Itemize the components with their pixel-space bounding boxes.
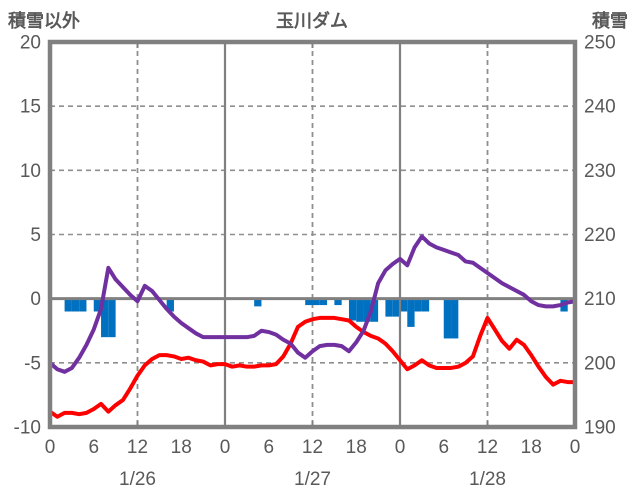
precip-bar bbox=[407, 298, 415, 327]
temperature-line bbox=[48, 315, 577, 419]
precip-bar bbox=[451, 298, 459, 339]
right-axis-tick-label: 220 bbox=[584, 225, 616, 246]
precip-bar bbox=[414, 298, 422, 312]
hour-label: 0 bbox=[570, 437, 581, 458]
hour-label: 12 bbox=[477, 437, 498, 458]
precip-bar bbox=[312, 298, 320, 306]
precip-bar bbox=[71, 298, 80, 312]
right-axis-tick-label: 210 bbox=[584, 289, 616, 310]
precip-bar bbox=[305, 298, 313, 306]
precip-bar bbox=[108, 298, 116, 338]
right-axis-tick-label: 190 bbox=[584, 418, 616, 439]
left-axis-tick-label: 10 bbox=[20, 161, 41, 182]
left-axis-tick-label: -5 bbox=[24, 353, 41, 374]
precip-bar bbox=[356, 298, 364, 322]
precip-bar bbox=[443, 298, 452, 339]
precip-bar bbox=[79, 298, 87, 312]
date-label: 1/28 bbox=[469, 469, 506, 490]
hour-label: 12 bbox=[302, 437, 323, 458]
precip-bar bbox=[101, 298, 109, 338]
precip-bar bbox=[319, 298, 328, 306]
right-axis-tick-label: 200 bbox=[584, 353, 616, 374]
left-axis-tick-label: 15 bbox=[20, 97, 41, 118]
left-axis-tick-label: 0 bbox=[30, 289, 41, 310]
precip-bar bbox=[166, 298, 174, 312]
precip-bar bbox=[334, 298, 342, 306]
hour-label: 18 bbox=[171, 437, 192, 458]
precip-bar bbox=[64, 298, 72, 312]
right-axis-title: 積雪 bbox=[591, 10, 628, 31]
hour-label: 18 bbox=[521, 437, 542, 458]
precip-bar bbox=[93, 298, 102, 312]
left-axis-tick-label: -10 bbox=[14, 418, 41, 439]
hour-label: 6 bbox=[88, 437, 99, 458]
hour-label: 0 bbox=[395, 437, 406, 458]
right-axis-tick-label: 250 bbox=[584, 33, 616, 54]
right-axis-tick-label: 230 bbox=[584, 161, 616, 182]
precip-bar bbox=[254, 298, 262, 307]
snow-depth-line bbox=[48, 234, 577, 374]
hour-label: 0 bbox=[220, 437, 231, 458]
precip-bar bbox=[392, 298, 400, 317]
right-axis-tick-label: 240 bbox=[584, 97, 616, 118]
precip-bar bbox=[363, 298, 371, 322]
hour-label: 6 bbox=[263, 437, 274, 458]
date-label: 1/26 bbox=[119, 469, 156, 490]
hour-label: 6 bbox=[438, 437, 449, 458]
left-axis-tick-label: 20 bbox=[20, 33, 41, 54]
left-axis-title: 積雪以外 bbox=[7, 10, 80, 31]
precip-bar bbox=[400, 298, 408, 312]
precip-bar bbox=[370, 298, 379, 322]
precip-bar bbox=[348, 298, 357, 321]
chart-title: 玉川ダム bbox=[276, 10, 348, 31]
precip-bar bbox=[421, 298, 430, 312]
hour-label: 0 bbox=[45, 437, 56, 458]
hour-label: 12 bbox=[127, 437, 148, 458]
precip-bar bbox=[385, 298, 393, 317]
left-axis-tick-label: 5 bbox=[30, 225, 41, 246]
date-label: 1/27 bbox=[294, 469, 331, 490]
hour-label: 18 bbox=[346, 437, 367, 458]
